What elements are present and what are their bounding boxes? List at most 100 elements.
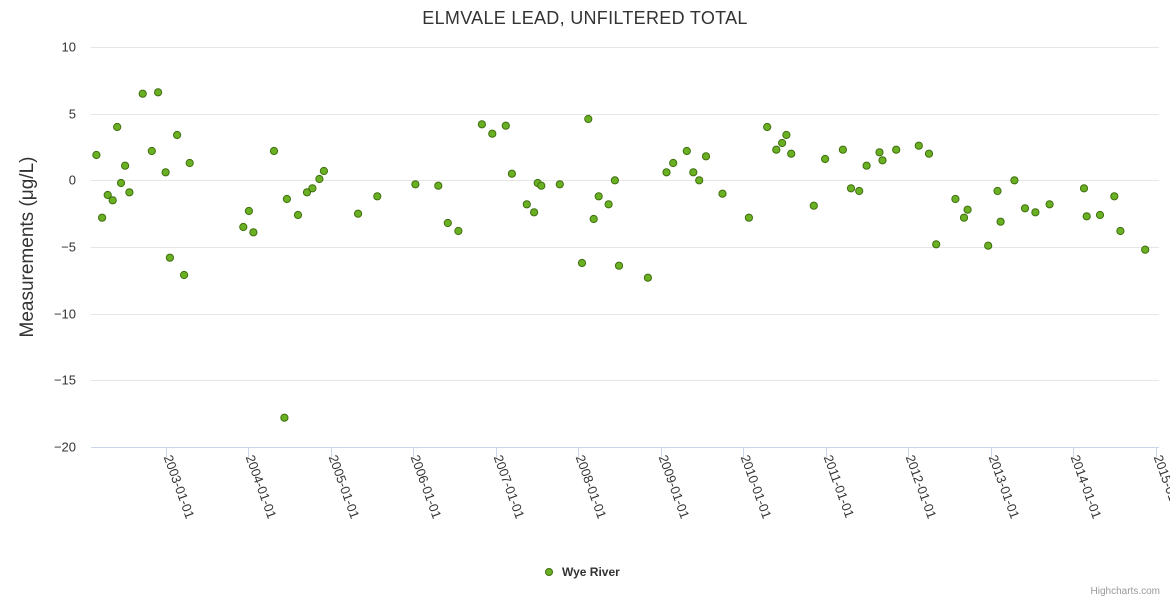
data-point[interactable]: [269, 146, 279, 156]
data-point[interactable]: [892, 145, 901, 154]
data-point[interactable]: [669, 158, 678, 168]
chart-title: ELMVALE LEAD, UNFILTERED TOTAL: [422, 8, 747, 28]
legend-marker-icon: [545, 568, 553, 576]
data-point[interactable]: [319, 166, 328, 176]
data-point[interactable]: [354, 209, 363, 218]
data-point[interactable]: [1082, 212, 1091, 221]
data-point[interactable]: [689, 168, 698, 177]
data-point[interactable]: [244, 206, 253, 216]
data-point[interactable]: [103, 190, 112, 200]
data-point[interactable]: [614, 261, 624, 270]
y-axis-tick-labels: 10 5 0 −5 −10 −15 −20: [54, 40, 76, 455]
data-point[interactable]: [477, 120, 486, 129]
data-point[interactable]: [577, 258, 587, 268]
data-point[interactable]: [662, 168, 671, 177]
data-point[interactable]: [293, 210, 303, 220]
data-point[interactable]: [537, 181, 546, 190]
data-point[interactable]: [821, 154, 830, 164]
data-point[interactable]: [1045, 200, 1054, 209]
data-point[interactable]: [643, 273, 653, 282]
y-axis-title: Measurements (μg/L): [17, 157, 38, 338]
y-tick-label: −10: [54, 307, 76, 322]
data-point[interactable]: [914, 141, 923, 150]
data-point[interactable]: [984, 241, 993, 250]
data-point[interactable]: [996, 217, 1005, 226]
data-point[interactable]: [1110, 192, 1119, 201]
data-point[interactable]: [507, 169, 516, 178]
data-point[interactable]: [594, 192, 603, 201]
data-point[interactable]: [239, 222, 248, 232]
data-point[interactable]: [932, 240, 941, 249]
data-point[interactable]: [763, 122, 772, 132]
data-point[interactable]: [963, 205, 972, 214]
data-point[interactable]: [1116, 226, 1125, 236]
data-point[interactable]: [838, 145, 848, 154]
data-point[interactable]: [373, 192, 382, 201]
data-point[interactable]: [778, 138, 787, 148]
data-point[interactable]: [584, 114, 593, 124]
data-point[interactable]: [604, 200, 613, 209]
data-point[interactable]: [165, 253, 174, 262]
legend-item-label[interactable]: Wye River: [562, 565, 620, 579]
data-point[interactable]: [308, 184, 317, 193]
data-point[interactable]: [92, 150, 101, 160]
data-point[interactable]: [161, 168, 170, 177]
data-point[interactable]: [315, 174, 324, 184]
data-point[interactable]: [1031, 208, 1040, 217]
data-point[interactable]: [280, 413, 289, 422]
data-point[interactable]: [855, 186, 864, 196]
data-point[interactable]: [434, 181, 443, 190]
data-point[interactable]: [454, 226, 463, 236]
data-point[interactable]: [878, 156, 887, 165]
data-point[interactable]: [695, 176, 704, 185]
data-point[interactable]: [98, 213, 107, 222]
data-point[interactable]: [924, 149, 934, 158]
data-point[interactable]: [147, 146, 156, 156]
data-point[interactable]: [959, 213, 969, 222]
data-point[interactable]: [951, 194, 960, 204]
data-point[interactable]: [249, 228, 258, 237]
data-point[interactable]: [782, 130, 791, 140]
data-point[interactable]: [522, 200, 531, 209]
data-point[interactable]: [125, 188, 134, 197]
data-point[interactable]: [555, 180, 564, 189]
data-point[interactable]: [113, 122, 122, 132]
data-point[interactable]: [772, 145, 781, 154]
data-point[interactable]: [173, 130, 182, 140]
data-point[interactable]: [138, 89, 147, 98]
data-point[interactable]: [701, 152, 711, 161]
data-point[interactable]: [875, 148, 884, 157]
credits-link[interactable]: Highcharts.com: [1091, 586, 1160, 597]
data-point[interactable]: [501, 121, 510, 130]
data-point[interactable]: [530, 208, 539, 217]
data-point[interactable]: [1020, 204, 1030, 213]
data-point[interactable]: [282, 194, 291, 204]
data-point[interactable]: [718, 189, 727, 198]
data-point[interactable]: [302, 188, 312, 197]
data-point[interactable]: [846, 184, 856, 193]
data-point[interactable]: [993, 186, 1002, 196]
data-point[interactable]: [411, 180, 420, 189]
data-point[interactable]: [185, 158, 194, 168]
data-point[interactable]: [589, 214, 598, 224]
data-point[interactable]: [744, 213, 754, 222]
legend[interactable]: Wye River: [545, 565, 621, 579]
data-point[interactable]: [488, 129, 497, 138]
data-point[interactable]: [1141, 245, 1150, 254]
data-point[interactable]: [610, 176, 620, 185]
data-point[interactable]: [121, 161, 130, 170]
data-point[interactable]: [809, 201, 818, 210]
data-point[interactable]: [1079, 184, 1089, 193]
data-point[interactable]: [180, 270, 189, 280]
data-point[interactable]: [787, 149, 796, 158]
data-point[interactable]: [154, 88, 163, 97]
data-point[interactable]: [108, 196, 117, 205]
data-point[interactable]: [862, 161, 871, 170]
data-point[interactable]: [1010, 176, 1019, 185]
data-point[interactable]: [682, 146, 691, 156]
data-point[interactable]: [443, 218, 452, 228]
y-tick-label: −5: [61, 240, 76, 255]
data-point[interactable]: [116, 178, 126, 188]
data-point[interactable]: [1095, 210, 1105, 220]
